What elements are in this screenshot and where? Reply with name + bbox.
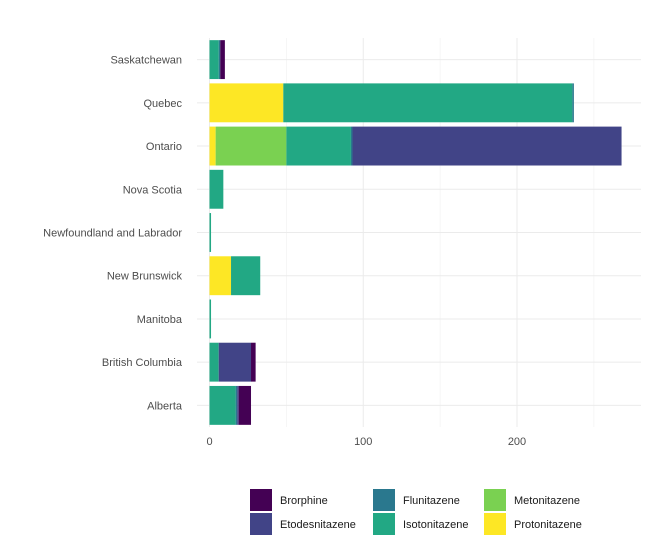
bar-alberta-brorphine	[238, 385, 252, 425]
x-tick-label: 100	[354, 436, 372, 448]
bar-manitoba-isotonitazene	[209, 299, 212, 339]
bar-ontario-protonitazene	[209, 126, 216, 166]
bar-quebec-flunitazene	[572, 83, 574, 123]
bar-new-brunswick-protonitazene	[209, 256, 232, 296]
category-label-nova-scotia: Nova Scotia	[123, 184, 183, 196]
legend-label-metonitazene: Metonitazene	[514, 495, 580, 507]
legend-label-protonitazene: Protonitazene	[514, 519, 582, 531]
x-tick-label: 0	[206, 436, 212, 448]
bar-nova-scotia-isotonitazene	[209, 169, 224, 209]
category-label-manitoba: Manitoba	[137, 314, 183, 326]
legend-label-etodesnitazene: Etodesnitazene	[280, 519, 356, 531]
legend-label-isotonitazene: Isotonitazene	[403, 519, 468, 531]
category-label-saskatchewan: Saskatchewan	[110, 55, 182, 67]
value-axis: 0 100 200	[206, 436, 526, 448]
legend-key-brorphine	[250, 489, 272, 511]
legend-key-metonitazene	[484, 489, 506, 511]
category-label-newfoundland-and-labrador: Newfoundland and Labrador	[43, 228, 182, 240]
bar-alberta-etodesnitazene	[237, 385, 239, 425]
bar-british-columbia-isotonitazene	[209, 342, 219, 382]
legend-key-etodesnitazene	[250, 513, 272, 535]
category-label-ontario: Ontario	[146, 141, 182, 153]
category-label-quebec: Quebec	[143, 98, 182, 110]
bar-british-columbia-brorphine	[251, 342, 256, 382]
bar-alberta-isotonitazene	[209, 385, 236, 425]
legend-key-flunitazene	[373, 489, 395, 511]
bar-ontario-isotonitazene	[286, 126, 351, 166]
legend-label-brorphine: Brorphine	[280, 495, 328, 507]
bar-british-columbia-etodesnitazene	[218, 342, 252, 382]
bar-quebec-isotonitazene	[283, 83, 573, 123]
bar-ontario-flunitazene	[350, 126, 353, 166]
x-tick-label: 200	[508, 436, 526, 448]
category-label-british-columbia: British Columbia	[102, 357, 183, 369]
bar-ontario-etodesnitazene	[352, 126, 622, 166]
bar-new-brunswick-isotonitazene	[231, 256, 261, 296]
bars-layer	[209, 40, 622, 425]
bar-quebec-protonitazene	[209, 83, 284, 123]
bar-ontario-metonitazene	[215, 126, 287, 166]
grid-layer	[197, 38, 641, 427]
legend: Brorphine Flunitazene Metonitazene Etodesni…	[250, 489, 582, 535]
legend-key-protonitazene	[484, 513, 506, 535]
bar-alberta-flunitazene	[235, 385, 238, 425]
category-axis: Saskatchewan Quebec Ontario Nova Scotia Newf…	[43, 55, 183, 413]
category-label-new-brunswick: New Brunswick	[107, 271, 183, 283]
bar-saskatchewan-brorphine	[220, 40, 225, 80]
legend-key-isotonitazene	[373, 513, 395, 535]
bar-saskatchewan-isotonitazene	[209, 40, 219, 80]
legend-label-flunitazene: Flunitazene	[403, 495, 460, 507]
bar-saskatchewan-flunitazene	[218, 40, 221, 80]
bar-newfoundland-and-labrador-isotonitazene	[209, 213, 212, 252]
category-label-alberta: Alberta	[147, 400, 183, 412]
